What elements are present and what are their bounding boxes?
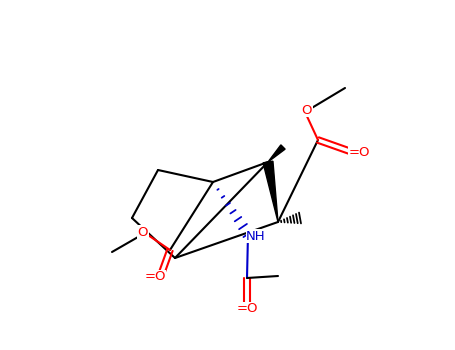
Polygon shape xyxy=(268,145,285,162)
Text: =O: =O xyxy=(348,146,370,159)
Polygon shape xyxy=(263,161,278,222)
Text: =O: =O xyxy=(236,302,258,315)
Text: =O: =O xyxy=(144,271,166,284)
Text: NH: NH xyxy=(246,230,266,243)
Text: O: O xyxy=(138,225,148,238)
Text: O: O xyxy=(302,104,312,117)
